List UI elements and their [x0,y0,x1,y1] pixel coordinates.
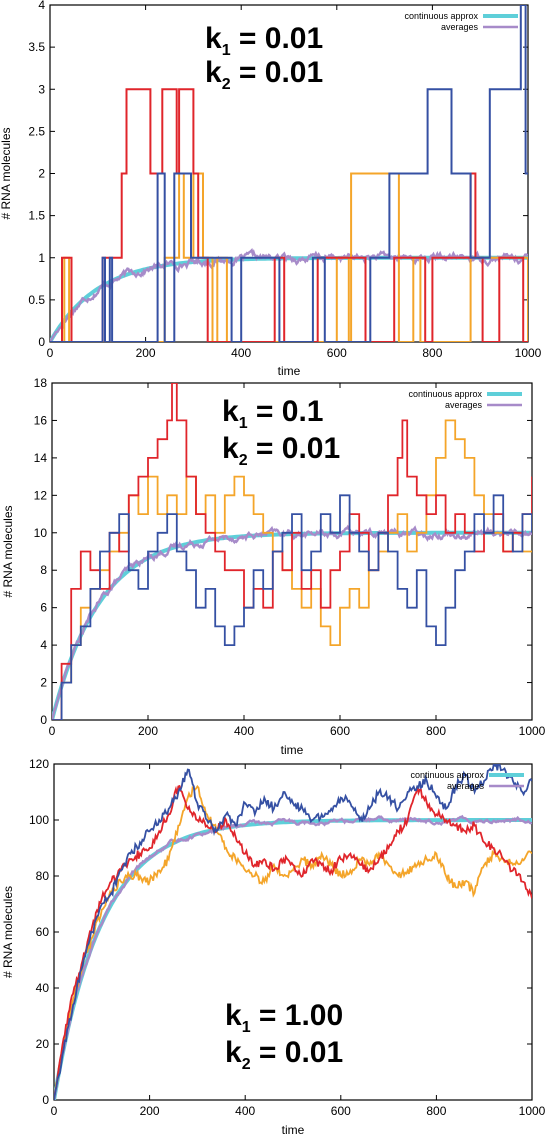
y-tick-label: 14 [34,451,48,465]
y-tick-label: 16 [34,413,48,427]
series-trajectory-blue [52,494,532,720]
y-axis-label: # RNA molecules [1,886,15,978]
param-k2-value: = 0.01 [231,56,324,89]
x-axis-label: time [278,364,301,378]
param-k1-subscript: 1 [242,1019,251,1036]
x-tick-label: 0 [49,724,56,738]
param-k1-value: = 1.00 [251,999,344,1032]
x-tick-label: 800 [426,724,446,738]
plot-area [50,5,528,342]
y-tick-label: 0 [42,1093,49,1107]
x-tick-label: 400 [235,1104,255,1118]
y-axis-label: # RNA molecules [0,127,13,219]
legend-label-averages: averages [447,781,485,791]
y-tick-label: 2.5 [28,124,45,138]
legend-label-continuous: continuous approx [404,11,478,21]
x-tick-label: 800 [426,1104,446,1118]
param-k1-symbol: k [222,395,239,428]
series-averages [54,814,532,1100]
x-tick-label: 400 [234,724,254,738]
legend-label-averages: averages [441,22,479,32]
param-k1-value: = 0.1 [248,395,324,428]
series-trajectory-red [54,784,532,1100]
param-k1: k1 = 0.1 [222,395,324,432]
y-tick-label: 100 [29,813,49,827]
legend-label-continuous: continuous approx [408,389,482,399]
x-axis-label: time [282,1123,305,1137]
x-axis-label: time [281,743,304,757]
legend-label-averages: averages [445,400,483,410]
param-k2: k2 = 0.01 [222,432,340,469]
param-k1: k1 = 0.01 [205,22,323,59]
param-k2-symbol: k [225,1036,242,1069]
y-tick-label: 6 [40,601,47,615]
y-tick-label: 12 [34,488,48,502]
y-tick-label: 80 [36,869,50,883]
x-tick-label: 0 [51,1104,58,1118]
param-k1-symbol: k [205,22,222,55]
y-tick-label: 3.5 [28,40,45,54]
param-k2-subscript: 2 [239,452,248,469]
legend-label-continuous: continuous approx [410,770,484,780]
x-tick-label: 600 [331,1104,351,1118]
y-tick-label: 2 [40,676,47,690]
chart-panel-k1-1.00: 0 200 400 600 800 1000 0 20 40 60 80 100 120 time # RN… [1,757,546,1137]
param-k1-subscript: 1 [222,42,231,59]
x-tick-label: 1000 [515,346,542,360]
y-tick-label: 20 [36,1037,50,1051]
x-tick-label: 600 [330,724,350,738]
param-k1-value: = 0.01 [231,22,324,55]
x-tick-label: 800 [422,346,442,360]
chart-panel-k1-0.01: 0 200 400 600 800 1000 0 0.5 1 1.5 2 2.5 3 3.5 4 time # … [0,0,542,378]
y-axis-label: # RNA molecules [1,505,15,597]
y-tick-label: 60 [36,925,50,939]
y-tick-label: 4 [40,638,47,652]
param-k2-value: = 0.01 [248,432,341,465]
y-tick-label: 1 [38,251,45,265]
x-tick-label: 1000 [519,1104,546,1118]
param-k1: k1 = 1.00 [225,999,343,1036]
x-tick-label: 400 [231,346,251,360]
param-k2-value: = 0.01 [251,1036,344,1069]
y-tick-label: 18 [34,376,48,390]
x-tick-label: 200 [140,1104,160,1118]
x-tick-label: 200 [138,724,158,738]
y-tick-label: 1.5 [28,209,45,223]
plot-area [52,383,532,720]
y-tick-label: 4 [38,0,45,12]
y-tick-label: 0.5 [28,293,45,307]
y-tick-label: 0 [40,713,47,727]
y-tick-label: 40 [36,981,50,995]
y-tick-label: 8 [40,563,47,577]
series-trajectory-blue [54,764,532,1100]
y-tick-label: 10 [34,526,48,540]
param-k1-subscript: 1 [239,415,248,432]
x-tick-label: 0 [47,346,54,360]
y-tick-label: 0 [38,335,45,349]
param-k2-subscript: 2 [242,1056,251,1073]
param-k1-symbol: k [225,999,242,1032]
param-k2-subscript: 2 [222,76,231,93]
param-k2-symbol: k [205,56,222,89]
series-trajectory-blue [50,5,528,342]
param-k2-symbol: k [222,432,239,465]
y-tick-label: 3 [38,82,45,96]
series-trajectory-orange [54,784,532,1100]
y-tick-label: 2 [38,167,45,181]
x-tick-label: 600 [327,346,347,360]
param-k2: k2 = 0.01 [225,1036,343,1073]
plot-area [54,764,532,1100]
y-tick-label: 120 [29,757,49,771]
param-k2: k2 = 0.01 [205,56,323,93]
x-tick-label: 200 [136,346,156,360]
x-tick-label: 1000 [519,724,546,738]
series-trajectory-red [52,383,532,720]
